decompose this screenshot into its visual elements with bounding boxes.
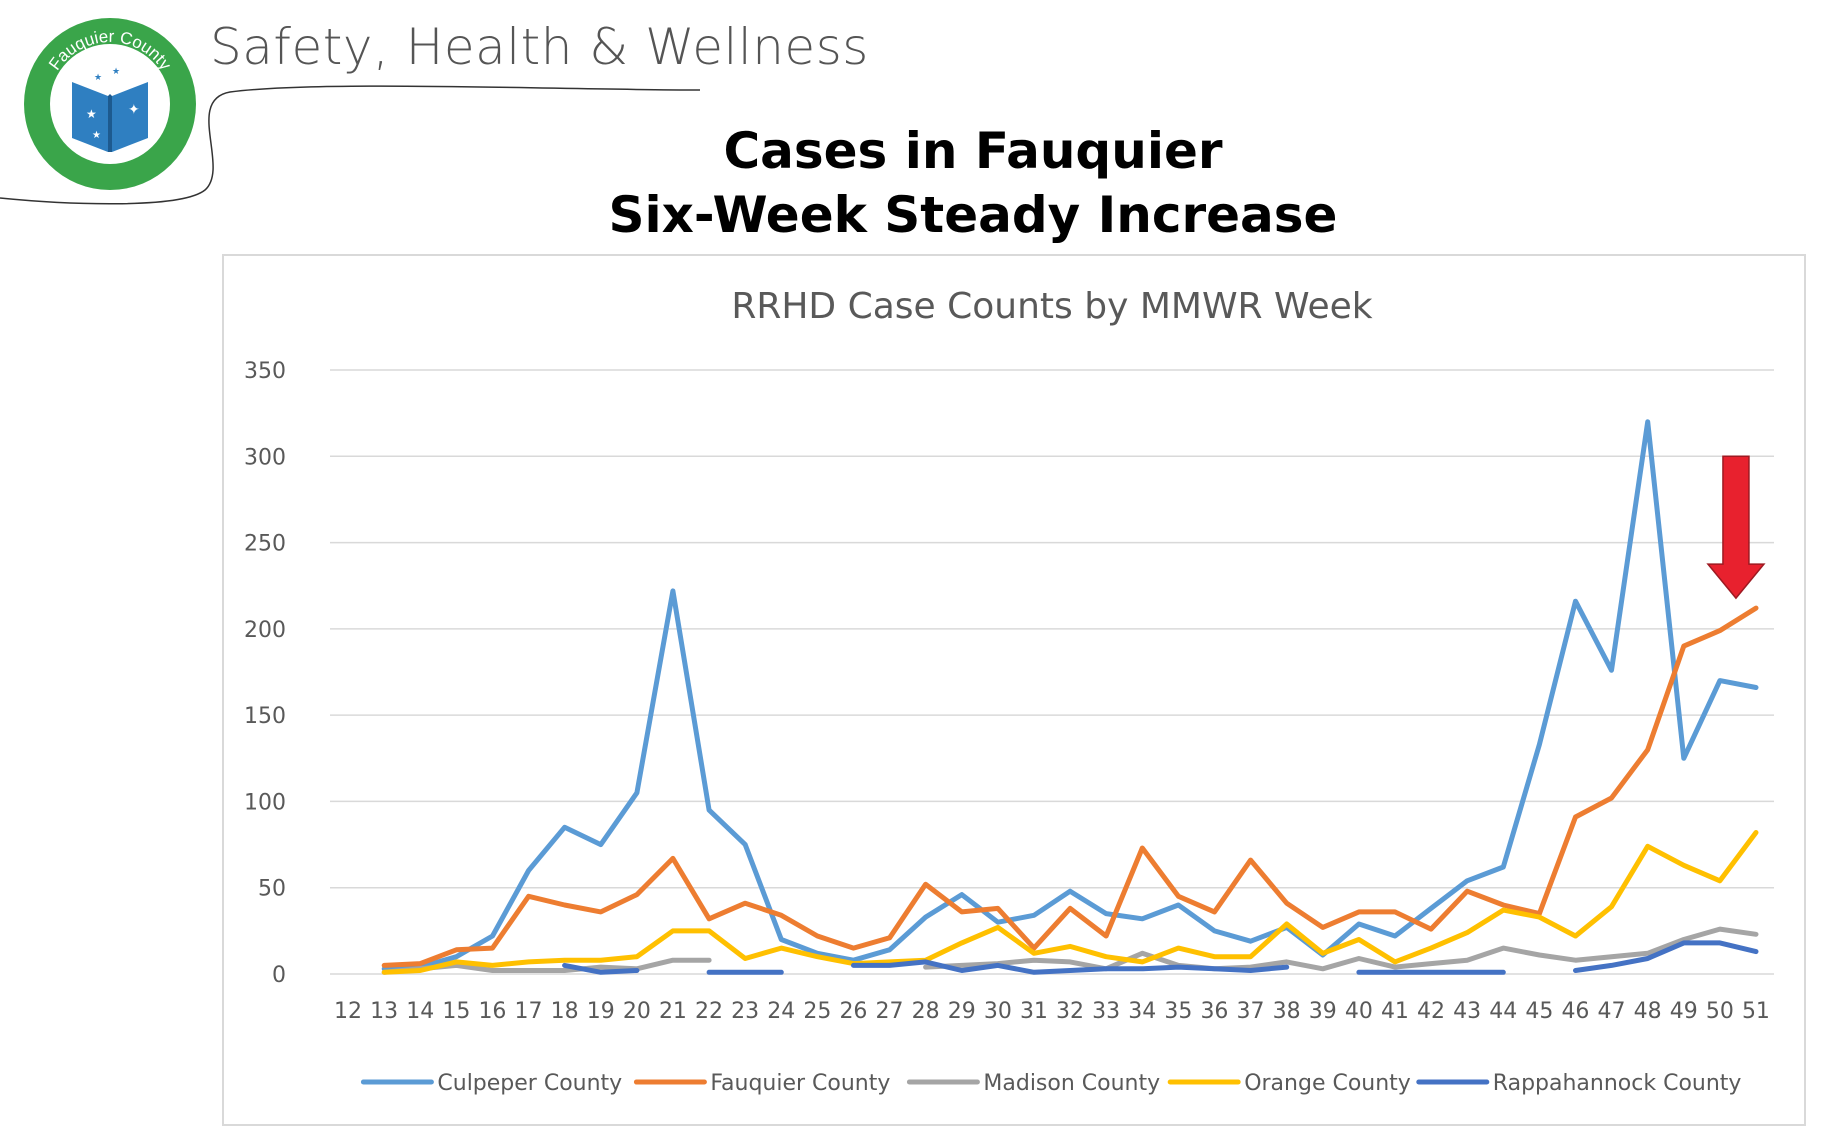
x-tick-label: 47 <box>1598 999 1626 1024</box>
x-tick-label: 45 <box>1525 999 1553 1024</box>
x-tick-label: 12 <box>334 999 362 1024</box>
x-tick-label: 15 <box>442 999 470 1024</box>
x-tick-label: 32 <box>1056 999 1084 1024</box>
x-tick-label: 28 <box>912 999 940 1024</box>
x-tick-label: 13 <box>370 999 398 1024</box>
chart-frame: RRHD Case Counts by MMWR Week 0 50 100 150 20… <box>222 254 1806 1126</box>
x-tick-label: 39 <box>1309 999 1337 1024</box>
x-tick-label: 40 <box>1345 999 1373 1024</box>
x-tick-label: 23 <box>731 999 759 1024</box>
legend-label: Fauquier County <box>710 1071 890 1096</box>
x-tick-label: 33 <box>1092 999 1120 1024</box>
legend-label: Culpeper County <box>437 1071 622 1096</box>
slide-title-line2: Six-Week Steady Increase <box>608 186 1338 244</box>
line-chart: RRHD Case Counts by MMWR Week 0 50 100 150 20… <box>244 286 1774 1096</box>
y-tick-label: 350 <box>244 359 286 384</box>
header-decoration <box>0 85 701 205</box>
legend-label: Madison County <box>983 1071 1160 1096</box>
x-tick-label: 21 <box>659 999 687 1024</box>
series-line-rappahannock-county <box>851 959 1290 975</box>
x-tick-label: 22 <box>695 999 723 1024</box>
x-tick-label: 44 <box>1489 999 1517 1024</box>
series-line-fauquier-county <box>381 605 1759 968</box>
school-logo: Fauquier County Public Schools ★ ★ ✦ ★ ★ <box>24 18 196 190</box>
x-tick-label: 46 <box>1561 999 1589 1024</box>
series-line-culpeper-county <box>381 419 1759 972</box>
x-tick-label: 31 <box>1020 999 1048 1024</box>
book-icon: ★ ★ ✦ ★ ★ <box>72 66 148 152</box>
svg-text:★: ★ <box>94 72 102 82</box>
chart-title: RRHD Case Counts by MMWR Week <box>731 286 1372 327</box>
x-tick-label: 37 <box>1237 999 1265 1024</box>
x-tick-label: 26 <box>839 999 867 1024</box>
series-line-rappahannock-county <box>562 962 640 975</box>
series-line-orange-county <box>381 830 1759 975</box>
x-tick-label: 24 <box>767 999 795 1024</box>
x-tick-label: 25 <box>803 999 831 1024</box>
x-tick-label: 35 <box>1164 999 1192 1024</box>
legend-label: Rappahannock County <box>1493 1071 1742 1096</box>
slide-title-line1: Cases in Fauquier <box>723 122 1223 180</box>
legend-label: Orange County <box>1244 1071 1411 1096</box>
series-line-madison-county <box>923 926 1759 972</box>
red-arrow-annotation <box>1706 455 1766 600</box>
svg-text:✦: ✦ <box>128 101 140 117</box>
series-line-rappahannock-county <box>1573 940 1759 973</box>
x-tick-label: 48 <box>1634 999 1662 1024</box>
x-tick-label: 38 <box>1273 999 1301 1024</box>
x-tick-label: 27 <box>876 999 904 1024</box>
x-tick-label: 18 <box>551 999 579 1024</box>
y-tick-label: 50 <box>258 877 286 902</box>
x-tick-label: 42 <box>1417 999 1445 1024</box>
y-tick-label: 300 <box>244 445 286 470</box>
y-tick-label: 150 <box>244 704 286 729</box>
svg-text:★: ★ <box>86 107 97 121</box>
x-tick-label: 50 <box>1706 999 1734 1024</box>
x-tick-label: 17 <box>515 999 543 1024</box>
svg-text:★: ★ <box>92 130 101 141</box>
x-tick-label: 34 <box>1128 999 1156 1024</box>
svg-text:★: ★ <box>112 66 120 76</box>
x-tick-label: 16 <box>478 999 506 1024</box>
x-tick-label: 29 <box>948 999 976 1024</box>
y-tick-label: 0 <box>272 963 286 988</box>
x-tick-label: 30 <box>984 999 1012 1024</box>
x-tick-label: 43 <box>1453 999 1481 1024</box>
x-tick-label: 14 <box>406 999 434 1024</box>
y-tick-label: 100 <box>244 790 286 815</box>
x-tick-label: 49 <box>1670 999 1698 1024</box>
header-title: Safety, Health & Wellness <box>210 18 869 76</box>
x-tick-label: 41 <box>1381 999 1409 1024</box>
y-tick-label: 250 <box>244 532 286 557</box>
x-tick-label: 36 <box>1200 999 1228 1024</box>
x-tick-label: 19 <box>587 999 615 1024</box>
y-tick-label: 200 <box>244 618 286 643</box>
x-tick-label: 20 <box>623 999 651 1024</box>
x-tick-label: 51 <box>1742 999 1770 1024</box>
